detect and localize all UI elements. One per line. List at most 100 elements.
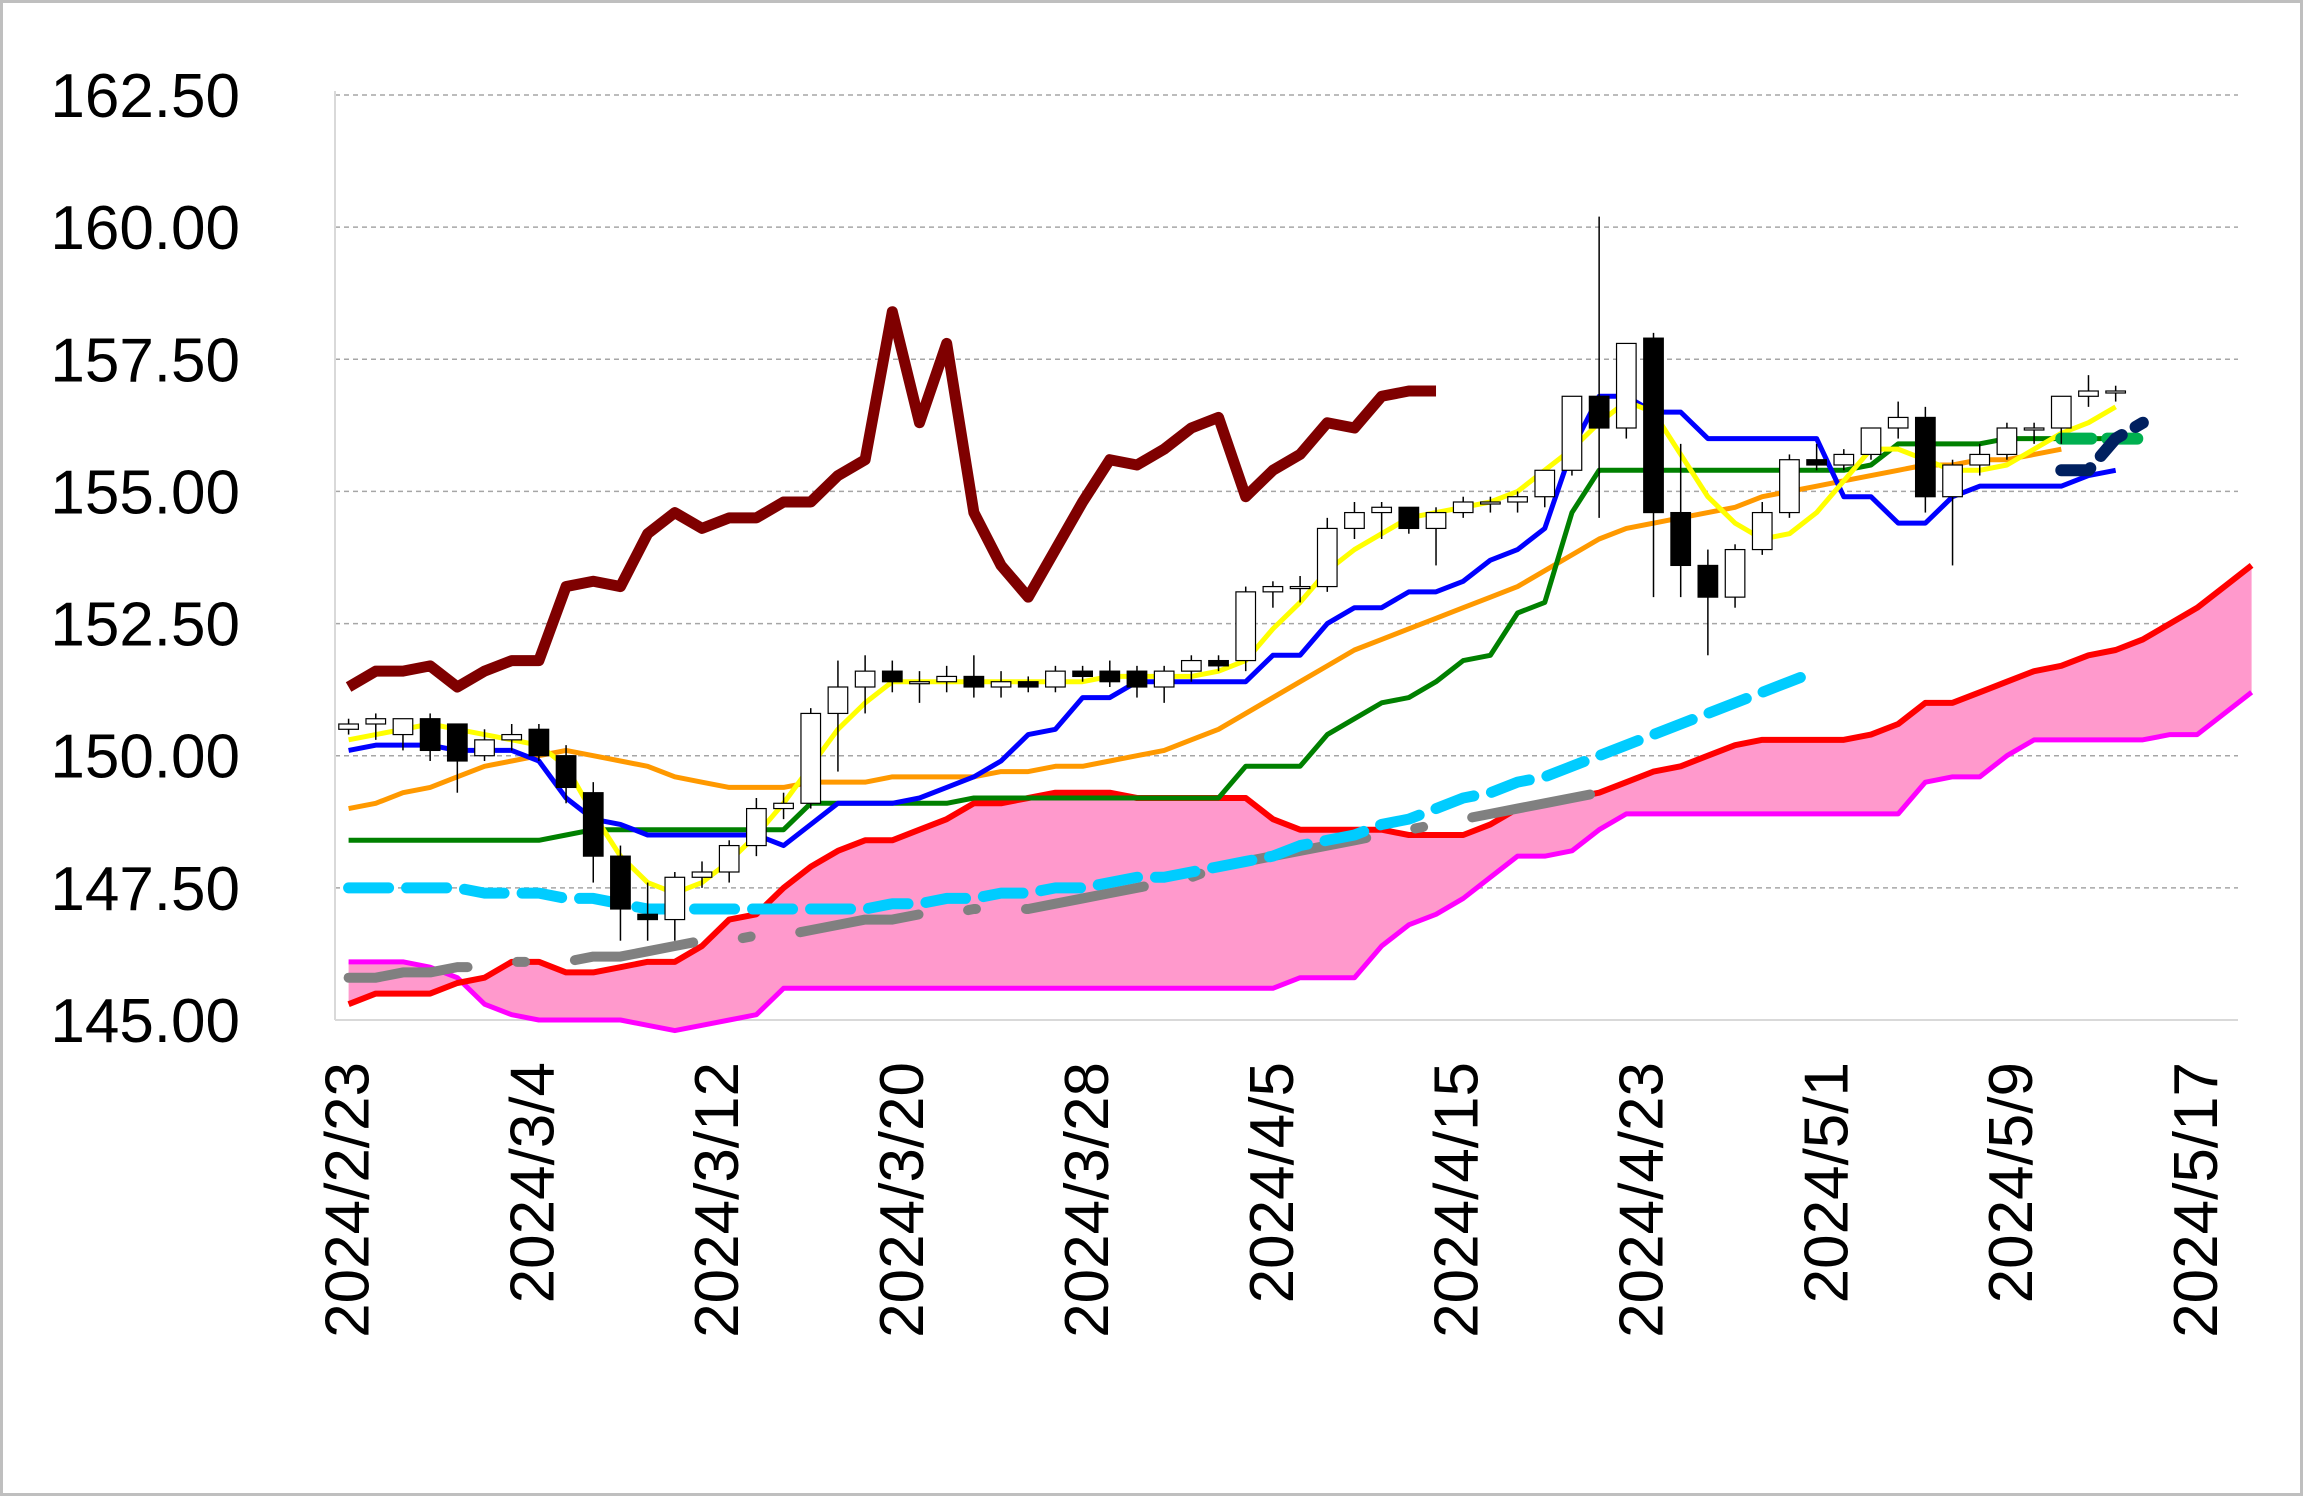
ma-short-line bbox=[348, 399, 2117, 896]
candle-body bbox=[1724, 548, 1746, 598]
candle-body bbox=[2050, 395, 2072, 429]
y-tick-label: 155.00 bbox=[50, 458, 240, 527]
ichimoku-cloud bbox=[348, 565, 2252, 1031]
candle-body bbox=[1289, 585, 1311, 590]
x-tick-label: 2024/5/1 bbox=[1792, 1062, 1861, 1303]
tenkan-ext-line bbox=[2055, 416, 2149, 477]
x-tick-label: 2024/3/12 bbox=[683, 1062, 752, 1338]
candle-body bbox=[1833, 453, 1855, 466]
candle-body bbox=[1561, 395, 1583, 471]
candle-body bbox=[1996, 427, 2018, 456]
y-tick-label: 162.50 bbox=[50, 62, 240, 131]
ma-long-line bbox=[348, 446, 2062, 812]
candlesticks bbox=[338, 216, 2127, 941]
candle-body bbox=[365, 718, 387, 725]
candle-body bbox=[1588, 395, 1610, 429]
candle-body bbox=[446, 723, 468, 762]
candle-body bbox=[1153, 670, 1175, 688]
x-tick-label: 2024/3/4 bbox=[498, 1062, 567, 1303]
x-tick-label: 2024/5/17 bbox=[2162, 1062, 2231, 1338]
candle-body bbox=[501, 733, 523, 741]
candle-body bbox=[1480, 501, 1501, 505]
x-axis: 2024/2/23 2024/3/4 2024/3/12 2024/3/20 2024/… bbox=[313, 1062, 2231, 1338]
candle-body bbox=[2105, 390, 2127, 394]
y-tick-label: 147.50 bbox=[50, 855, 240, 924]
candle-body bbox=[1045, 670, 1066, 688]
candle-body bbox=[338, 723, 359, 730]
y-tick-label: 160.00 bbox=[50, 194, 240, 263]
candle-body bbox=[963, 675, 985, 688]
candle-body bbox=[745, 807, 767, 847]
y-tick-label: 145.00 bbox=[50, 987, 240, 1056]
candle-body bbox=[990, 681, 1012, 688]
candle-body bbox=[1126, 670, 1148, 688]
x-tick-label: 2024/4/23 bbox=[1607, 1062, 1676, 1338]
candle-body bbox=[909, 681, 930, 685]
candle-body bbox=[1860, 427, 1882, 456]
candle-body bbox=[773, 802, 794, 810]
gridlines bbox=[335, 94, 2238, 889]
candle-body bbox=[1914, 416, 1936, 498]
candle-body bbox=[1316, 527, 1338, 588]
candle-body bbox=[1371, 506, 1393, 514]
candle-body bbox=[1452, 501, 1474, 514]
candle-body bbox=[718, 844, 740, 873]
candle-body bbox=[1208, 659, 1229, 667]
candle-body bbox=[637, 913, 659, 921]
y-tick-label: 152.50 bbox=[50, 591, 240, 660]
candle-body bbox=[1779, 459, 1800, 514]
x-tick-label: 2024/3/20 bbox=[868, 1062, 937, 1338]
senkou-b-line bbox=[348, 690, 2254, 1034]
y-tick-label: 150.00 bbox=[50, 723, 240, 792]
candle-body bbox=[1942, 464, 1963, 498]
candle-body bbox=[1751, 511, 1773, 551]
candle-body bbox=[392, 718, 414, 736]
x-tick-label: 2024/3/28 bbox=[1053, 1062, 1122, 1338]
series-lines bbox=[343, 306, 2254, 1034]
senkou-a-line bbox=[347, 563, 2254, 1007]
candle-body bbox=[1398, 506, 1420, 530]
y-tick-label: 157.50 bbox=[50, 326, 240, 395]
candle-body bbox=[827, 686, 849, 715]
candle-body bbox=[2078, 390, 2099, 397]
candle-body bbox=[936, 675, 958, 683]
candle-body bbox=[1344, 511, 1365, 530]
candle-body bbox=[1969, 453, 1991, 466]
candle-body bbox=[1099, 670, 1121, 683]
candle-body bbox=[1615, 342, 1637, 429]
candle-body bbox=[691, 871, 713, 878]
candle-body bbox=[474, 739, 495, 757]
candle-body bbox=[1507, 496, 1528, 503]
candle-body bbox=[1534, 469, 1556, 498]
y-axis: 162.50 160.00 157.50 155.00 152.50 150.00 147.… bbox=[50, 62, 2238, 1056]
candle-body bbox=[419, 718, 441, 752]
candle-body bbox=[528, 728, 550, 757]
candle-body bbox=[1072, 670, 1093, 678]
kijun-line bbox=[348, 436, 2116, 843]
candle-body bbox=[1643, 337, 1664, 514]
chikou-line bbox=[345, 306, 1437, 693]
candle-body bbox=[1697, 564, 1719, 598]
x-tick-label: 2024/5/9 bbox=[1977, 1062, 2046, 1303]
candle-body bbox=[881, 670, 903, 683]
kumo-cloud-fill bbox=[348, 565, 2252, 1031]
x-tick-label: 2024/4/5 bbox=[1238, 1062, 1307, 1303]
candle-body bbox=[610, 855, 631, 910]
candle-body bbox=[1670, 511, 1692, 567]
candle-body bbox=[800, 712, 822, 804]
dash-cyan-line bbox=[343, 665, 1823, 915]
candle-body bbox=[1235, 591, 1257, 662]
candle-body bbox=[582, 792, 604, 857]
candle-body bbox=[1180, 659, 1202, 672]
tenkan-line bbox=[348, 393, 2117, 849]
candle-body bbox=[2023, 427, 2045, 431]
candle-body bbox=[1262, 585, 1284, 593]
candle-body bbox=[1425, 511, 1447, 530]
candle-body bbox=[664, 876, 686, 921]
x-tick-label: 2024/4/15 bbox=[1423, 1062, 1492, 1338]
candle-body bbox=[1887, 416, 1909, 429]
candle-body bbox=[854, 670, 876, 688]
dashdot-gray-line bbox=[343, 787, 1605, 983]
candle-body bbox=[1017, 681, 1039, 688]
